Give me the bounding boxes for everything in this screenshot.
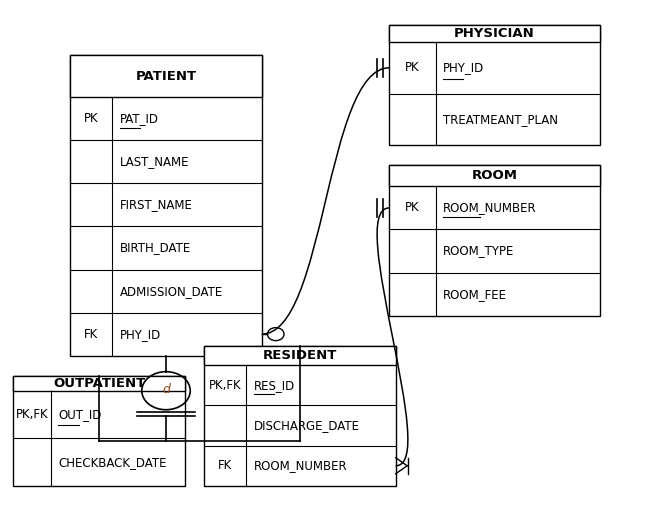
Text: FK: FK [218,459,232,472]
Text: CHECKBACK_DATE: CHECKBACK_DATE [59,456,167,469]
Text: PATIENT: PATIENT [135,69,197,83]
Bar [204,345,396,486]
Text: FK: FK [84,328,98,341]
Bar [13,376,185,391]
Text: OUTPATIENT: OUTPATIENT [53,377,145,390]
Text: ROOM: ROOM [471,169,518,182]
Text: PHY_ID: PHY_ID [120,328,161,341]
Bar [13,376,185,486]
Text: RESIDENT: RESIDENT [263,349,337,362]
Text: PHYSICIAN: PHYSICIAN [454,27,535,40]
Text: ADMISSION_DATE: ADMISSION_DATE [120,285,223,297]
Text: ROOM_TYPE: ROOM_TYPE [443,244,515,258]
Bar [389,25,600,145]
Text: ROOM_FEE: ROOM_FEE [443,288,507,300]
Bar [389,166,600,316]
Text: ROOM_NUMBER: ROOM_NUMBER [254,459,348,472]
Text: DISCHARGE_DATE: DISCHARGE_DATE [254,419,360,432]
Text: PHY_ID: PHY_ID [443,61,484,74]
Text: ROOM_NUMBER: ROOM_NUMBER [443,201,537,215]
Bar [204,345,396,365]
Text: LAST_NAME: LAST_NAME [120,155,189,168]
Text: OUT_ID: OUT_ID [59,408,102,421]
Text: PK,FK: PK,FK [209,379,242,392]
Text: BIRTH_DATE: BIRTH_DATE [120,242,191,254]
Text: PK: PK [405,61,420,74]
Text: PK: PK [405,201,420,215]
Text: FIRST_NAME: FIRST_NAME [120,198,193,212]
Bar [389,25,600,42]
Text: PK: PK [84,112,99,125]
Text: RES_ID: RES_ID [254,379,296,392]
Bar [70,55,262,97]
Text: TREATMEANT_PLAN: TREATMEANT_PLAN [443,113,559,126]
Bar [389,166,600,187]
Text: d: d [162,383,170,396]
Text: PK,FK: PK,FK [16,408,48,421]
Bar [70,55,262,356]
Text: PAT_ID: PAT_ID [120,112,159,125]
